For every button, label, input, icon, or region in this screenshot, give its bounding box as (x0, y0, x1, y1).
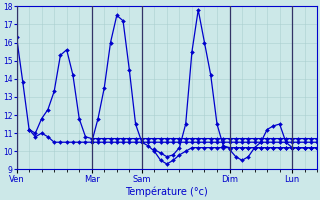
X-axis label: Température (°c): Température (°c) (125, 187, 208, 197)
